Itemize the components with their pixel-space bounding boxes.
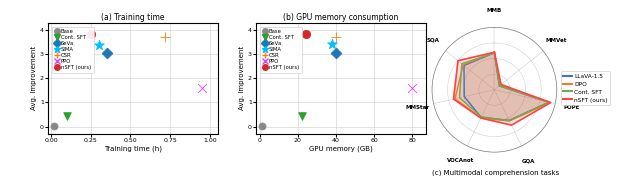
Point <box>327 43 337 46</box>
Polygon shape <box>455 52 550 121</box>
Y-axis label: Avg. Improvement: Avg. Improvement <box>239 46 245 110</box>
Point <box>86 33 96 36</box>
Point <box>407 87 417 89</box>
Point <box>331 51 341 54</box>
Y-axis label: Avg. Improvement: Avg. Improvement <box>31 46 37 110</box>
Point <box>49 125 60 127</box>
Title: (b) GPU memory consumption: (b) GPU memory consumption <box>283 13 399 22</box>
Point <box>331 36 341 39</box>
Point <box>257 125 267 127</box>
Point <box>196 87 207 89</box>
Polygon shape <box>460 53 549 121</box>
X-axis label: GPU memory (GB): GPU memory (GB) <box>309 146 372 152</box>
Polygon shape <box>454 52 550 125</box>
Point <box>62 114 72 117</box>
Text: (c) Multimodal comprehension tasks: (c) Multimodal comprehension tasks <box>433 169 559 176</box>
Point <box>160 36 170 39</box>
Legend: LLaVA-1.5, DPO, Cont. SFT, nSFT (ours): LLaVA-1.5, DPO, Cont. SFT, nSFT (ours) <box>561 71 611 105</box>
Point <box>93 43 104 46</box>
Legend: Base, Cont. SFT, SeVa, SIMA, CSR, PPO, nSFT (ours): Base, Cont. SFT, SeVa, SIMA, CSR, PPO, n… <box>260 27 301 73</box>
X-axis label: Training time (h): Training time (h) <box>104 146 162 152</box>
Legend: Base, Cont. SFT, SeVa, SIMA, CSR, PPO, nSFT (ours): Base, Cont. SFT, SeVa, SIMA, CSR, PPO, n… <box>52 27 93 73</box>
Point <box>300 33 310 36</box>
Title: (a) Training time: (a) Training time <box>101 13 164 22</box>
Point <box>296 114 307 117</box>
Polygon shape <box>464 53 549 120</box>
Point <box>102 51 112 54</box>
